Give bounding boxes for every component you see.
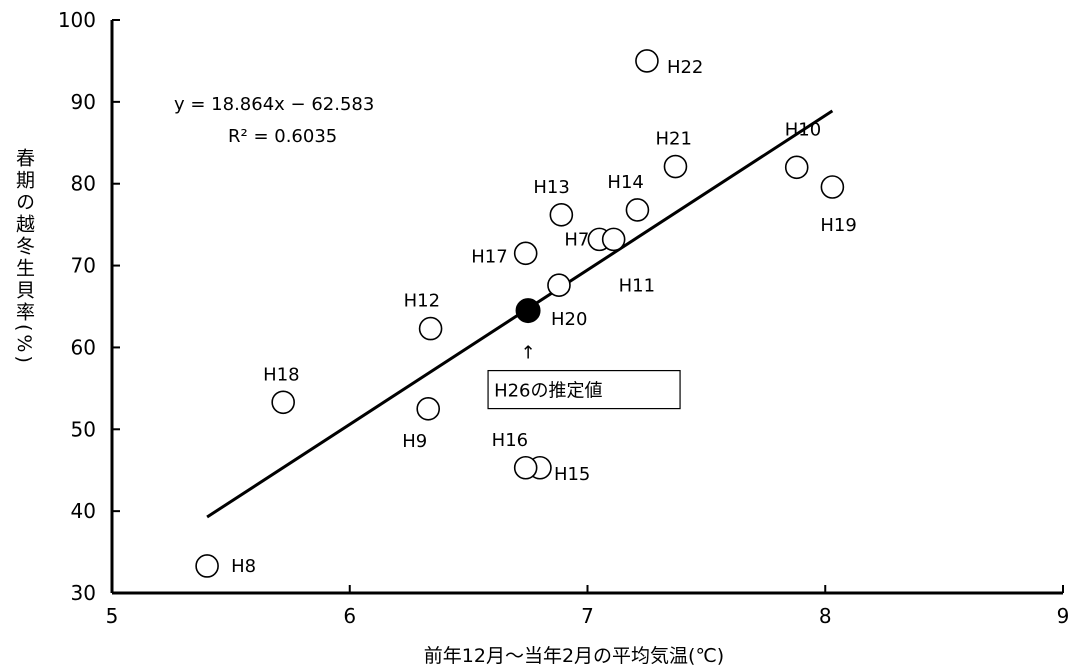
data-point [513,241,538,266]
x-tick-label: 6 [343,604,356,628]
y-axis-title: 春期の越冬生貝率(%) [13,148,35,366]
y-tick-label: 80 [71,172,96,196]
point-label: H16 [492,430,528,451]
point-label: H11 [619,275,655,296]
data-point [547,273,571,298]
annotations: y = 18.864x − 62.583 R² = 0.6035 [174,94,374,147]
data-point [513,455,538,480]
point-label: H7 [564,229,589,250]
y-tick-label: 100 [58,8,96,32]
tick-labels: 30 40 50 60 70 80 90 100 5 6 7 8 9 [58,8,1070,628]
x-tick-label: 7 [581,604,594,628]
data-point [418,316,443,341]
estimate-callout-label: H26の推定値 [494,381,602,402]
data-point [416,397,441,421]
data-point [635,49,659,73]
data-point [663,154,688,179]
data-point [549,203,574,227]
x-tick-label: 8 [819,604,832,628]
point-label: H9 [402,431,427,452]
data-point [784,155,809,180]
y-tick-label: 50 [71,417,96,441]
point-label: H12 [404,291,440,312]
point-label: H21 [655,129,691,150]
point-label: H20 [551,309,587,330]
data-points: H7 H8 H9 H10 H11 H12 H13 H14 H15 H16 H17 H18 H19 H20 H… [195,49,857,578]
data-point [601,227,626,252]
point-label: H14 [607,172,643,193]
point-label: H10 [785,119,821,140]
point-label: H18 [263,364,299,385]
data-point [820,175,845,199]
estimate-callout-box [487,369,681,410]
y-tick-label: 70 [71,254,96,278]
data-point [195,554,219,578]
x-tick-label: 9 [1057,604,1070,628]
y-tick-label: 30 [71,581,96,605]
x-axis-title: 前年12月～当年2月の平均気温(℃) [424,645,724,667]
y-tick-label: 40 [71,499,96,523]
estimate-point [515,298,541,324]
x-tick-label: 5 [106,604,119,628]
data-point [271,390,295,415]
point-label: H17 [471,246,507,267]
point-label: H22 [667,57,703,78]
data-point [625,198,650,222]
trendline-equation: y = 18.864x − 62.583 [174,94,374,115]
estimate-arrow: ↑ [521,343,536,364]
point-label: H19 [820,215,856,236]
point-label: H15 [554,464,590,485]
y-tick-label: 90 [71,90,96,114]
r-squared-label: R² = 0.6035 [228,126,337,147]
point-label: H13 [533,177,569,198]
point-label: H8 [231,556,256,577]
y-tick-label: 60 [71,335,96,359]
